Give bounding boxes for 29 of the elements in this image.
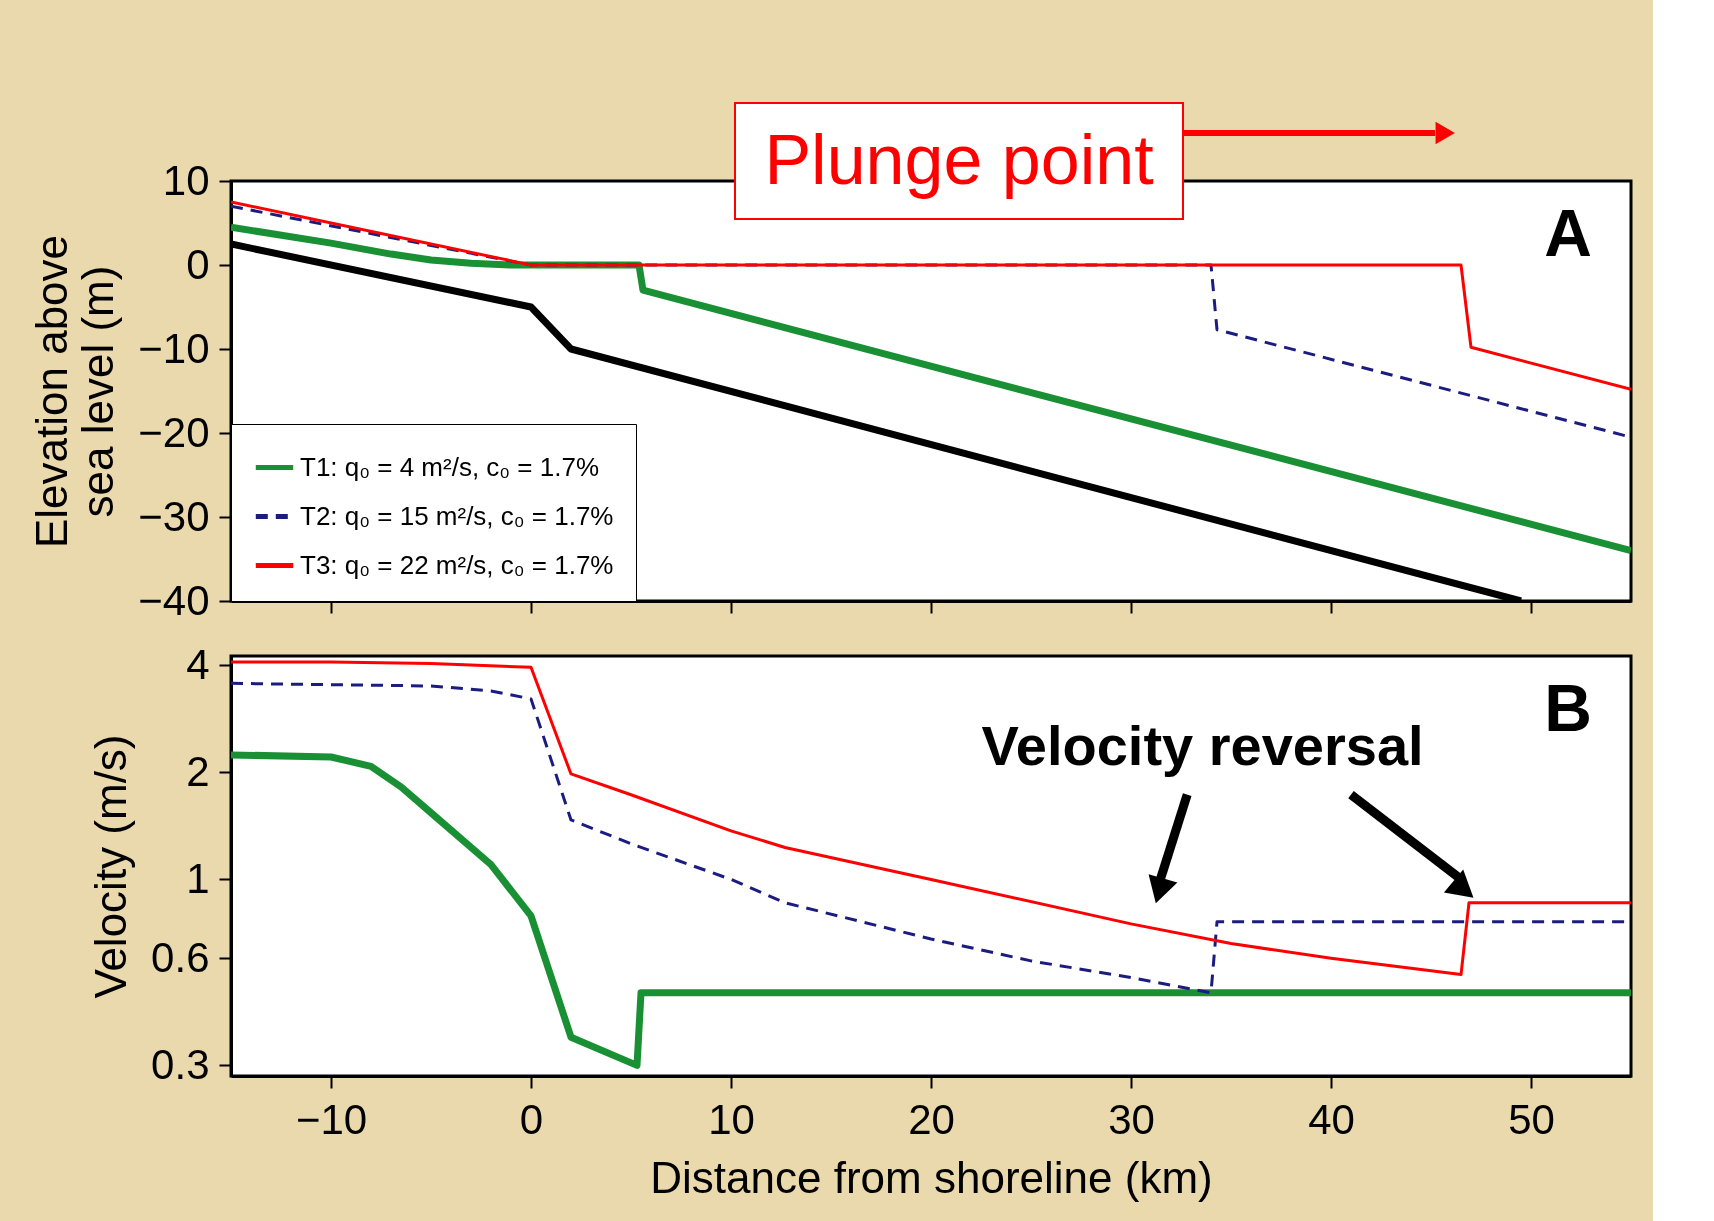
x-tick-label: 10 [708, 1095, 755, 1143]
annotation: Velocity reversal [981, 714, 1424, 778]
x-tick-label: 30 [1108, 1095, 1155, 1143]
y-tick-label: 10 [162, 156, 210, 204]
x-tick-label: −10 [295, 1095, 368, 1143]
y-tick-label: −20 [138, 408, 210, 456]
x-tick-label: 0 [519, 1095, 544, 1143]
x-tick-label: 50 [1508, 1095, 1555, 1143]
annotation: A [1544, 195, 1592, 270]
y-tick-label: −30 [138, 492, 210, 540]
y-tick-label: −40 [138, 576, 210, 624]
x-tick-label: 40 [1308, 1095, 1355, 1143]
annotation: Plunge point [764, 121, 1154, 199]
y-tick-label: 4 [186, 640, 210, 688]
y-axis-title: Elevation above sea level (m) [27, 234, 123, 549]
x-tick-label: 20 [908, 1095, 955, 1143]
y-tick-label: 0.3 [151, 1040, 210, 1088]
legend-label: T1: q₀ = 4 m²/s, c₀ = 1.7% [300, 451, 600, 482]
y-tick-label: −10 [138, 324, 210, 372]
legend-label: T2: q₀ = 15 m²/s, c₀ = 1.7% [300, 500, 614, 531]
line-series [231, 200, 1631, 391]
y-axis-title: Velocity (m/s) [86, 734, 136, 999]
x-axis-title: Distance from shoreline (km) [650, 1152, 1213, 1202]
y-tick-label: 0 [186, 240, 210, 288]
annotation: B [1544, 670, 1592, 745]
y-tick-label: 2 [186, 747, 210, 795]
y-tick-label: 0.6 [151, 933, 210, 981]
y-tick-label: 1 [186, 854, 210, 902]
legend-label: T3: q₀ = 22 m²/s, c₀ = 1.7% [300, 549, 614, 580]
